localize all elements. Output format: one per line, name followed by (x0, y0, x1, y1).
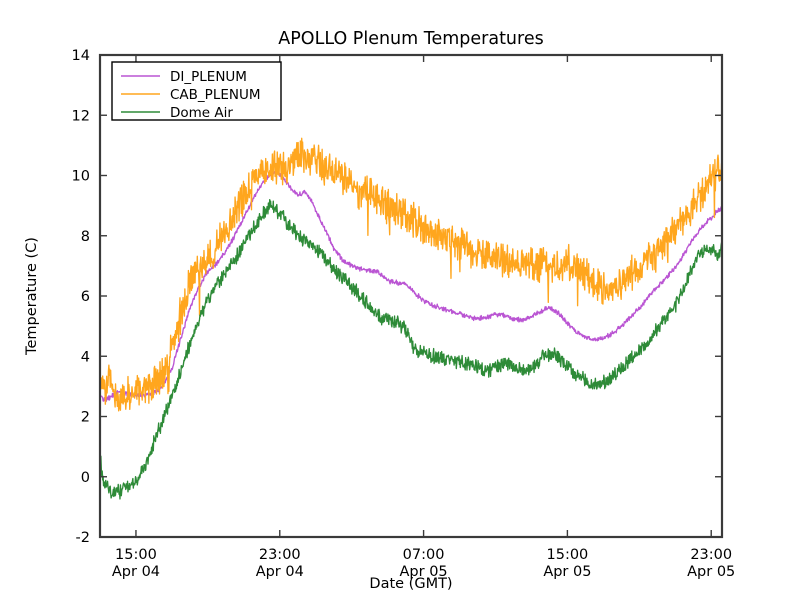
series-line-dome-air (99, 198, 723, 500)
y-axis-label: Temperature (C) (24, 237, 40, 356)
x-tick-label-date: Apr 04 (256, 564, 304, 580)
series-line-di-plenum (99, 170, 723, 402)
x-tick-label-time: 07:00 (403, 547, 445, 563)
legend[interactable]: DI_PLENUM CAB_PLENUM Dome Air (111, 61, 282, 121)
x-tick-label-time: 15:00 (547, 547, 589, 563)
legend-label: CAB_PLENUM (170, 87, 261, 103)
y-tick-label: 2 (81, 410, 90, 426)
legend-item-di-plenum[interactable]: DI_PLENUM (121, 69, 247, 85)
legend-item-dome-air[interactable]: Dome Air (121, 105, 233, 121)
x-tick-label-date: Apr 05 (543, 564, 591, 580)
y-tick-label: 12 (72, 108, 90, 124)
legend-entries[interactable]: DI_PLENUM CAB_PLENUM Dome Air (121, 69, 261, 121)
y-tick-label: 10 (72, 169, 90, 185)
y-tick-label: 4 (81, 349, 90, 365)
x-tick-label-time: 23:00 (690, 547, 732, 563)
y-tick-label: 0 (81, 470, 90, 486)
x-tick-label-time: 23:00 (259, 547, 301, 563)
series-layer (99, 137, 723, 500)
x-tick-label-time: 15:00 (115, 547, 157, 563)
y-tick-label: 14 (72, 48, 90, 64)
legend-item-cab-plenum[interactable]: CAB_PLENUM (121, 87, 261, 103)
y-tick-label: 8 (81, 229, 90, 245)
y-axis-ticks: -2 0 2 4 6 8 10 12 14 (72, 48, 722, 546)
chart-title: APOLLO Plenum Temperatures (278, 29, 543, 49)
x-tick-label-date: Apr 05 (687, 564, 735, 580)
x-tick-label-date: Apr 05 (400, 564, 448, 580)
x-axis-label: Date (GMT) (369, 576, 452, 592)
legend-background (111, 61, 282, 121)
y-tick-label: -2 (76, 530, 90, 546)
x-tick-label-date: Apr 04 (112, 564, 160, 580)
y-tick-label: 6 (81, 289, 90, 305)
legend-label: DI_PLENUM (170, 69, 247, 85)
plot-area-background (100, 55, 722, 537)
legend-label: Dome Air (170, 105, 233, 121)
series-line-cab-plenum (99, 137, 723, 412)
